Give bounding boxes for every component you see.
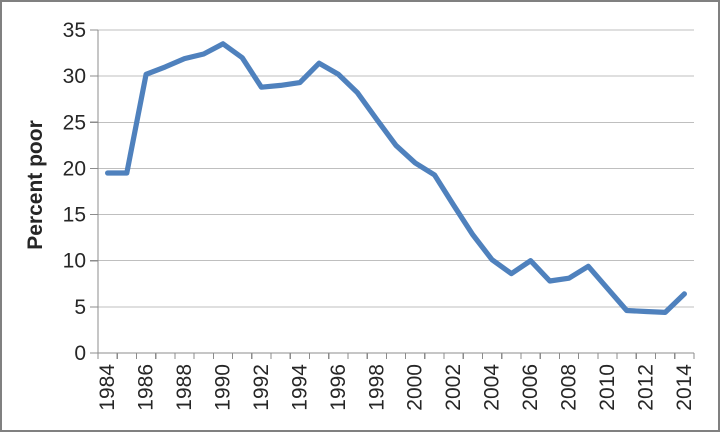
y-axis-tick-label: 25 — [63, 111, 86, 134]
x-axis-tick-label: 2006 — [519, 364, 542, 411]
x-axis-tick-label: 2008 — [558, 364, 581, 411]
y-axis-tick-label: 10 — [63, 250, 86, 273]
x-axis-tick-label: 1996 — [327, 364, 350, 411]
y-axis-tick-label: 0 — [74, 342, 86, 365]
y-axis-title: Percent poor — [24, 120, 47, 250]
x-axis-tick-label: 2014 — [673, 364, 696, 411]
x-axis-tick-label: 2002 — [442, 364, 465, 411]
x-axis-tick-label: 2004 — [481, 364, 504, 411]
y-axis-tick-labels: 0 5 10 15 20 25 30 35 — [63, 19, 86, 365]
x-axis-tick-label: 1988 — [173, 364, 196, 411]
y-axis-tick-label: 15 — [63, 204, 86, 227]
x-axis-tick-label: 2000 — [404, 364, 427, 411]
x-axis-tick-label: 1990 — [211, 364, 234, 411]
axes — [97, 30, 694, 357]
x-axis-tick-label: 2010 — [596, 364, 619, 411]
x-axis-tick-label: 2012 — [634, 364, 657, 411]
x-axis-tick-label: 1984 — [96, 364, 119, 411]
axis-ticks — [90, 29, 695, 359]
y-axis-tick-label: 20 — [63, 157, 86, 180]
x-axis-tick-label: 1998 — [365, 364, 388, 411]
x-axis-tick-label: 1986 — [135, 364, 158, 411]
y-axis-tick-label: 5 — [74, 296, 86, 319]
x-axis-tick-label: 1994 — [288, 364, 311, 411]
gridlines — [98, 29, 694, 308]
percent-poor-line — [104, 41, 688, 315]
y-axis-tick-label: 35 — [63, 19, 86, 42]
y-axis-tick-label: 30 — [63, 65, 86, 88]
x-axis-tick-label: 1992 — [250, 364, 273, 411]
data-series-line — [104, 41, 688, 315]
x-axis-tick-labels: 1984 1986 1988 1990 1992 1994 1996 1998 2000 2002… — [96, 364, 696, 411]
